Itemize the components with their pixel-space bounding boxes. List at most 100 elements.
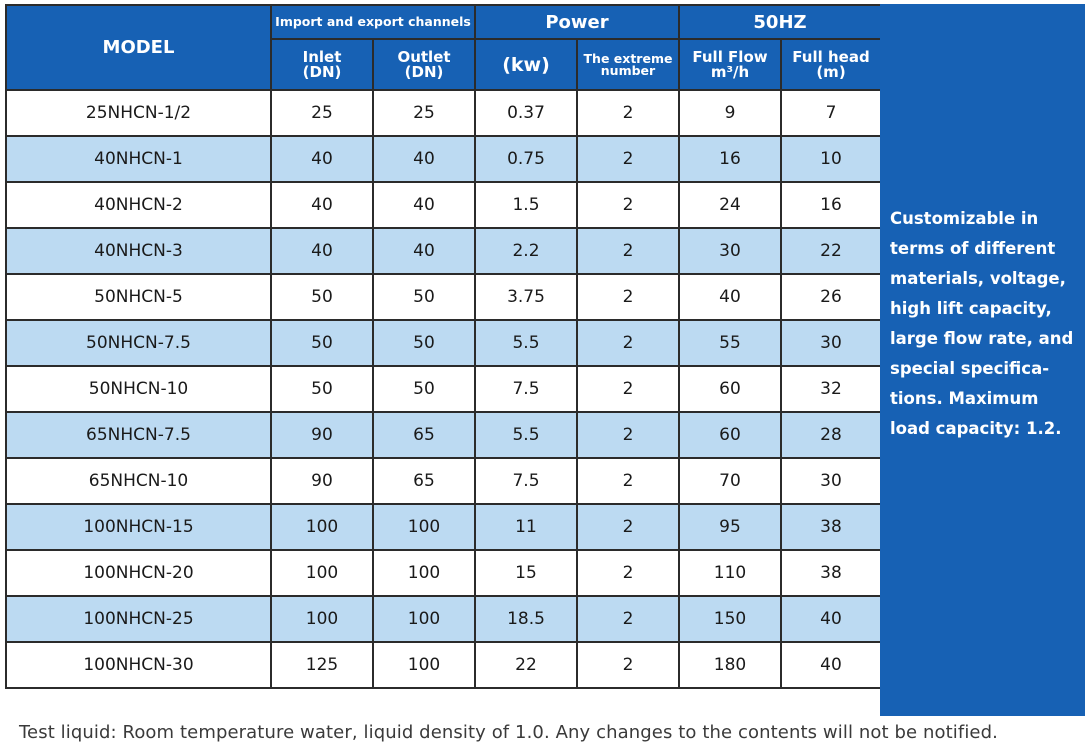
full-head-cell: 40: [780, 641, 882, 689]
full-flow-cell: 9: [678, 89, 782, 137]
full-flow-cell: 16: [678, 135, 782, 183]
inlet-cell: 100: [270, 549, 374, 597]
extreme-number-cell: 2: [576, 89, 680, 137]
full-flow-cell: 180: [678, 641, 782, 689]
outlet-cell: 50: [372, 319, 476, 367]
inlet-cell: 40: [270, 227, 374, 275]
outlet-cell: 50: [372, 273, 476, 321]
extreme-number-cell: 2: [576, 319, 680, 367]
power-kw-cell: 0.37: [474, 89, 578, 137]
extreme-number-cell: 2: [576, 457, 680, 505]
inlet-cell: 100: [270, 503, 374, 551]
power-header: Power: [474, 4, 680, 40]
full-head-cell: 7: [780, 89, 882, 137]
full-head-cell: 32: [780, 365, 882, 413]
model-cell: 40NHCN-2: [5, 181, 272, 229]
model-cell: 100NHCN-30: [5, 641, 272, 689]
extreme-number-cell: 2: [576, 181, 680, 229]
inlet-cell: 90: [270, 411, 374, 459]
channels-header: Import and export channels: [270, 4, 476, 40]
power-kw-cell: 1.5: [474, 181, 578, 229]
outlet-cell: 50: [372, 365, 476, 413]
table-row: 100NHCN-25 100 100 18.5 2 150 40: [5, 595, 882, 643]
model-cell: 40NHCN-3: [5, 227, 272, 275]
full-flow-cell: 150: [678, 595, 782, 643]
full-head-cell: 22: [780, 227, 882, 275]
frequency-header: 50HZ: [678, 4, 882, 40]
full-flow-cell: 95: [678, 503, 782, 551]
extreme-number-header: The extreme number: [576, 38, 680, 91]
table-row: 65NHCN-7.5 90 65 5.5 2 60 28: [5, 411, 882, 459]
outlet-cell: 25: [372, 89, 476, 137]
full-head-cell: 38: [780, 503, 882, 551]
inlet-cell: 90: [270, 457, 374, 505]
table-row: 40NHCN-1 40 40 0.75 2 16 10: [5, 135, 882, 183]
outlet-header: Outlet (DN): [372, 38, 476, 91]
full-head-cell: 30: [780, 319, 882, 367]
full-head-header: Full head (m): [780, 38, 882, 91]
outlet-cell: 100: [372, 595, 476, 643]
full-flow-cell: 40: [678, 273, 782, 321]
table-row: 50NHCN-5 50 50 3.75 2 40 26: [5, 273, 882, 321]
power-kw-cell: 22: [474, 641, 578, 689]
model-cell: 40NHCN-1: [5, 135, 272, 183]
outlet-cell: 40: [372, 135, 476, 183]
model-cell: 50NHCN-10: [5, 365, 272, 413]
power-kw-cell: 3.75: [474, 273, 578, 321]
table-row: 40NHCN-2 40 40 1.5 2 24 16: [5, 181, 882, 229]
power-kw-cell: 0.75: [474, 135, 578, 183]
power-kw-cell: 11: [474, 503, 578, 551]
table-row: 100NHCN-20 100 100 15 2 110 38: [5, 549, 882, 597]
full-head-cell: 16: [780, 181, 882, 229]
outlet-cell: 65: [372, 457, 476, 505]
outlet-cell: 40: [372, 227, 476, 275]
outlet-cell: 40: [372, 181, 476, 229]
model-cell: 100NHCN-15: [5, 503, 272, 551]
outlet-cell: 100: [372, 641, 476, 689]
table-row: 50NHCN-10 50 50 7.5 2 60 32: [5, 365, 882, 413]
model-header: MODEL: [5, 4, 272, 91]
extreme-number-cell: 2: [576, 227, 680, 275]
outlet-cell: 65: [372, 411, 476, 459]
table-row: 50NHCN-7.5 50 50 5.5 2 55 30: [5, 319, 882, 367]
model-cell: 25NHCN-1/2: [5, 89, 272, 137]
full-head-cell: 28: [780, 411, 882, 459]
full-head-cell: 30: [780, 457, 882, 505]
extreme-number-cell: 2: [576, 411, 680, 459]
outlet-cell: 100: [372, 503, 476, 551]
extreme-number-cell: 2: [576, 641, 680, 689]
full-head-cell: 38: [780, 549, 882, 597]
extreme-number-cell: 2: [576, 595, 680, 643]
full-flow-cell: 24: [678, 181, 782, 229]
pump-spec-table: MODEL Import and export channels Power 5…: [5, 4, 882, 689]
full-flow-header: Full Flow m³/h: [678, 38, 782, 91]
inlet-cell: 50: [270, 273, 374, 321]
model-cell: 50NHCN-7.5: [5, 319, 272, 367]
full-flow-cell: 60: [678, 411, 782, 459]
inlet-cell: 125: [270, 641, 374, 689]
table-row: 25NHCN-1/2 25 25 0.37 2 9 7: [5, 89, 882, 137]
kw-header: (kw): [474, 38, 578, 91]
table-row: 100NHCN-30 125 100 22 2 180 40: [5, 641, 882, 689]
model-cell: 65NHCN-10: [5, 457, 272, 505]
spec-sheet: MODEL Import and export channels Power 5…: [5, 4, 1085, 716]
power-kw-cell: 5.5: [474, 411, 578, 459]
inlet-cell: 50: [270, 319, 374, 367]
full-flow-cell: 60: [678, 365, 782, 413]
model-cell: 65NHCN-7.5: [5, 411, 272, 459]
power-kw-cell: 2.2: [474, 227, 578, 275]
full-head-cell: 26: [780, 273, 882, 321]
full-flow-cell: 70: [678, 457, 782, 505]
customization-note: Customizable in terms of different mater…: [890, 209, 1074, 438]
table-row: 100NHCN-15 100 100 11 2 95 38: [5, 503, 882, 551]
full-flow-cell: 30: [678, 227, 782, 275]
full-flow-cell: 110: [678, 549, 782, 597]
extreme-number-cell: 2: [576, 503, 680, 551]
full-head-cell: 10: [780, 135, 882, 183]
customization-panel: Customizable in terms of different mater…: [880, 4, 1085, 716]
inlet-cell: 50: [270, 365, 374, 413]
inlet-header: Inlet (DN): [270, 38, 374, 91]
table-row: 65NHCN-10 90 65 7.5 2 70 30: [5, 457, 882, 505]
inlet-cell: 100: [270, 595, 374, 643]
inlet-cell: 40: [270, 135, 374, 183]
